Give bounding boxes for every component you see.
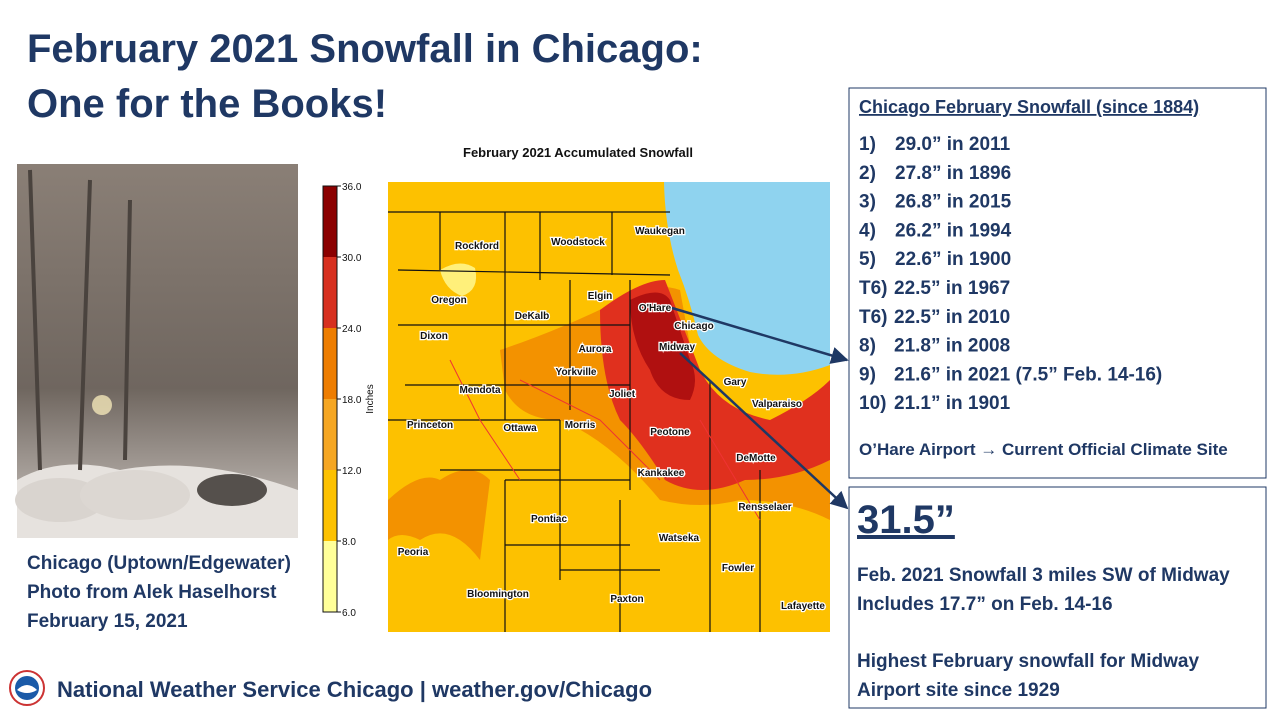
colorbar-tick-label: 12.0: [342, 466, 362, 477]
place-label: Waukegan: [635, 226, 685, 237]
place-label: Peotone: [650, 427, 690, 438]
rank-number: 5): [859, 249, 876, 270]
arrow: [671, 306, 849, 364]
place-label: Oregon: [431, 295, 467, 306]
rank-number: 1): [859, 134, 876, 155]
rank-number: 3): [859, 192, 876, 213]
midway-line: Airport site since 1929: [857, 680, 1060, 701]
photo: [15, 164, 298, 538]
place-label: Elgin: [588, 291, 612, 302]
rank-text: 22.6” in 1900: [895, 249, 1011, 270]
midway-line: Includes 17.7” on Feb. 14-16: [857, 594, 1113, 615]
place-label: Gary: [724, 377, 747, 388]
rank-text: 21.6” in 2021 (7.5” Feb. 14-16): [894, 364, 1162, 385]
colorbar-segment: [323, 541, 337, 612]
midway-total: 31.5”: [857, 498, 955, 542]
place-label: Rockford: [455, 241, 499, 252]
place-label: Dixon: [420, 331, 448, 342]
rank-text: 22.5” in 1967: [894, 278, 1010, 299]
ranking-note: O’Hare Airport → Current Official Climat…: [859, 440, 1228, 459]
colorbar: 6.0 8.0 12.0 18.0 24.0 30.0 36.0: [322, 182, 362, 619]
place-label: Peoria: [398, 547, 429, 558]
place-label: Aurora: [579, 344, 612, 355]
colorbar-tick-label: 36.0: [342, 182, 362, 193]
place-label: Bloomington: [467, 589, 529, 600]
midway-line: Feb. 2021 Snowfall 3 miles SW of Midway: [857, 565, 1230, 586]
place-label: DeMotte: [736, 453, 776, 464]
footer: National Weather Service Chicago | weath…: [57, 677, 652, 702]
colorbar-tick-label: 24.0: [342, 324, 362, 335]
colorbar-tick-label: 6.0: [342, 608, 356, 619]
place-label: Morris: [565, 420, 596, 431]
caption: February 15, 2021: [27, 611, 188, 632]
place-label: Yorkville: [556, 367, 597, 378]
rank-text: 21.8” in 2008: [894, 336, 1010, 357]
arrow: [679, 352, 849, 510]
place-label: Valparaiso: [752, 399, 802, 410]
colorbar-segment: [323, 257, 337, 328]
place-label: Chicago: [674, 321, 713, 332]
title: One for the Books!: [27, 82, 387, 126]
midway-box: [848, 486, 1267, 709]
rank-text: 26.8” in 2015: [895, 192, 1012, 213]
map-title: February 2021 Accumulated Snowfall: [463, 145, 693, 160]
ranking-title: Chicago February Snowfall (since 1884): [859, 97, 1199, 117]
rank-number: 4): [859, 220, 876, 241]
rank-number: 2): [859, 163, 876, 184]
caption: Photo from Alek Haselhorst: [27, 582, 277, 603]
place-label: Rensselaer: [738, 502, 791, 513]
rank-text: 22.5” in 2010: [894, 307, 1010, 328]
rank-number: 9): [859, 364, 876, 385]
rank-text: 21.1” in 1901: [894, 393, 1011, 414]
title: February 2021 Snowfall in Chicago:: [27, 27, 703, 71]
midway-line: Highest February snowfall for Midway: [857, 651, 1199, 672]
colorbar-segment: [323, 399, 337, 470]
place-label: Mendota: [459, 385, 501, 396]
place-label: O'Hare: [639, 303, 672, 314]
rank-text: 26.2” in 1994: [895, 220, 1012, 241]
place-label: Princeton: [407, 420, 453, 431]
rank-number: T6): [859, 307, 888, 328]
colorbar-segment: [323, 186, 337, 257]
place-label: Pontiac: [531, 514, 568, 525]
colorbar-segment: [323, 328, 337, 399]
rank-number: T6): [859, 278, 888, 299]
ranking-box: [848, 87, 1267, 479]
caption: Chicago (Uptown/Edgewater): [27, 553, 291, 574]
colorbar-tick-label: 8.0: [342, 537, 356, 548]
place-label: Joliet: [609, 389, 636, 400]
rank-number: 8): [859, 336, 876, 357]
rank-text: 29.0” in 2011: [895, 134, 1011, 155]
place-label: Kankakee: [638, 468, 685, 479]
place-label: Lafayette: [781, 601, 825, 612]
nws-logo: [9, 670, 45, 706]
rank-number: 10): [859, 393, 886, 414]
colorbar-segment: [323, 470, 337, 541]
place-label: Fowler: [722, 563, 754, 574]
place-label: Midway: [659, 342, 696, 353]
place-label: Woodstock: [551, 237, 605, 248]
colorbar-tick-label: 30.0: [342, 253, 362, 264]
colorbar-tick-label: 18.0: [342, 395, 362, 406]
colorbar-label: Inches: [365, 384, 376, 413]
place-label: Ottawa: [503, 423, 537, 434]
place-label: Paxton: [610, 594, 643, 605]
rank-text: 27.8” in 1896: [895, 163, 1011, 184]
map: Rockford Woodstock Waukegan Oregon DeKalb Elg…: [388, 182, 830, 632]
place-label: DeKalb: [515, 311, 549, 322]
place-label: Watseka: [659, 533, 700, 544]
